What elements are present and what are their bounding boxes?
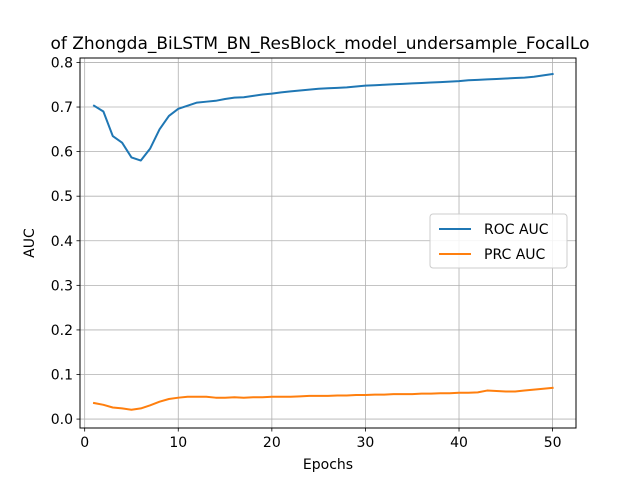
legend: ROC AUC PRC AUC <box>429 213 568 269</box>
legend-label-roc-auc: ROC AUC <box>484 222 549 238</box>
chart-title: of Zhongda_BiLSTM_BN_ResBlock_model_unde… <box>51 34 590 54</box>
y-tick-label: 0.4 <box>51 234 73 250</box>
y-tick-label: 0.3 <box>51 278 73 294</box>
series-lines <box>92 72 554 411</box>
legend-label-prc-auc: PRC AUC <box>484 247 546 263</box>
x-tick-label: 50 <box>544 435 562 451</box>
y-tick-label: 0.2 <box>51 323 73 339</box>
y-tick-label: 0.1 <box>51 368 73 384</box>
y-tick-label: 0.8 <box>51 55 73 71</box>
y-tick-label: 0.7 <box>51 100 73 116</box>
x-tick-label: 0 <box>80 435 89 451</box>
plot-frame <box>79 57 577 429</box>
x-axis: 0 10 20 30 40 50 <box>80 428 562 451</box>
y-tick-label: 0.6 <box>51 145 73 161</box>
x-tick-label: 20 <box>263 435 281 451</box>
x-axis-label: Epochs <box>303 457 353 473</box>
y-tick-label: 0.0 <box>51 412 73 428</box>
x-tick-label: 30 <box>357 435 375 451</box>
y-tick-label: 0.5 <box>51 189 73 205</box>
y-axis: 0.0 0.1 0.2 0.3 0.4 0.5 0.6 0.7 0.8 <box>51 55 80 428</box>
x-tick-label: 40 <box>450 435 468 451</box>
series-line-prc-auc <box>92 386 554 411</box>
y-axis-label: AUC <box>22 228 38 258</box>
x-tick-label: 10 <box>169 435 187 451</box>
series-line-roc-auc <box>92 72 554 162</box>
